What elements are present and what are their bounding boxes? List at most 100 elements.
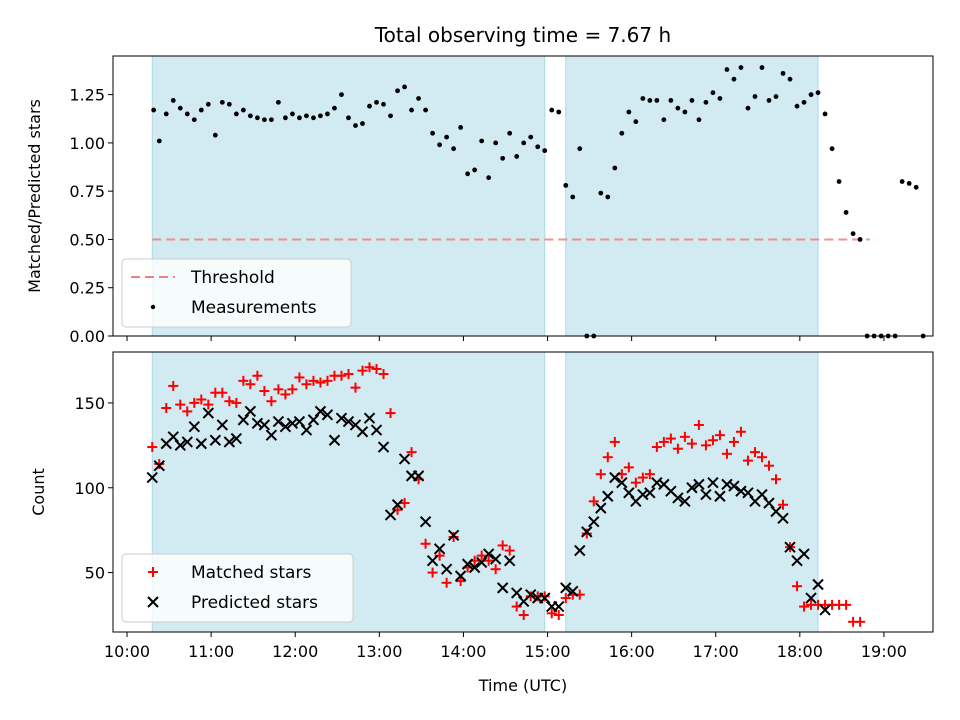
measurement-point (409, 107, 414, 113)
measurement-point (696, 117, 702, 123)
measurement-point (766, 98, 772, 103)
measurements-legend-swatch (150, 304, 156, 310)
matched-star-point (322, 375, 333, 386)
predicted-star-point (363, 412, 376, 424)
matched-star-point (595, 469, 606, 480)
matched-star-point (778, 499, 789, 510)
measurement-point (668, 98, 674, 103)
predicted-star-point (307, 414, 320, 426)
matched-star-point (175, 399, 186, 410)
measurement-point (829, 146, 835, 152)
predicted-star-point (812, 578, 824, 591)
measurement-point (528, 134, 534, 140)
predicted-star-point (763, 497, 775, 509)
predicted-star-point (644, 487, 656, 499)
measurement-point (521, 140, 527, 146)
measurement-point (247, 113, 253, 119)
predicted-star-point (216, 419, 229, 431)
measurements-legend-label: Measurements (191, 298, 317, 318)
predicted-star-point (440, 563, 453, 575)
measurement-point (339, 92, 344, 98)
matched-star-point (518, 610, 529, 621)
measurement-point (570, 194, 576, 200)
predicted-star-point (489, 553, 502, 565)
measurement-point (198, 107, 204, 113)
matched-star-point (392, 504, 403, 515)
x-tick-label: 12:00 (272, 642, 318, 661)
top-y-tick-label: 1.25 (69, 86, 105, 105)
matched-star-point (588, 496, 599, 507)
bottom-legend: Matched stars Predicted stars (121, 553, 354, 623)
matched-star-point (182, 406, 193, 417)
predicted-star-point (265, 429, 278, 441)
matched-star-point (245, 379, 256, 390)
matched-star-point (855, 616, 866, 627)
matched-stars-points (147, 362, 866, 627)
predicted-star-point (756, 488, 768, 501)
matched-star-point (280, 389, 291, 400)
measurement-point (598, 190, 604, 196)
matched-star-point (602, 452, 613, 463)
top-shaded-interval (565, 55, 819, 337)
measurement-point (752, 94, 758, 99)
predicted-star-point (588, 515, 600, 528)
matched-star-point (665, 433, 676, 444)
matched-legend-swatch (148, 567, 158, 577)
matched-star-point (679, 431, 690, 442)
measurement-point (717, 96, 723, 101)
matched-star-point (483, 555, 494, 566)
predicted-star-point (167, 431, 179, 443)
matched-star-point (539, 591, 550, 602)
measurement-point (640, 96, 646, 101)
measurement-point (626, 109, 632, 115)
matched-star-point (721, 448, 732, 459)
measurement-point (612, 165, 618, 171)
bottom-shaded-interval (565, 351, 819, 633)
matched-star-point (357, 365, 368, 376)
predicted-star-point (258, 419, 271, 431)
matched-star-point (644, 469, 655, 480)
measurement-point (843, 210, 849, 215)
predicted-star-point (567, 585, 579, 597)
matched-star-point (154, 459, 165, 469)
predicted-star-point (209, 434, 222, 446)
predicted-star-point (356, 426, 369, 438)
predicted-star-point (616, 476, 628, 489)
bottom-x-ticks: 10:00 11:00 12:00 13:00 14:00 15:00 16:00 17:00… (104, 632, 907, 661)
matched-star-point (693, 419, 704, 430)
bottom-y-tick-label: 150 (74, 394, 105, 413)
predicted-star-point (686, 482, 698, 494)
measurement-point (325, 111, 330, 117)
predicted-star-point (798, 548, 810, 560)
matched-star-point (490, 564, 501, 575)
matched-star-point (238, 375, 249, 386)
matched-star-point (448, 531, 459, 542)
predicted-star-point (433, 543, 446, 555)
matched-star-point (364, 362, 375, 373)
matched-star-point (700, 440, 711, 451)
measurement-point (479, 138, 485, 144)
predicted-star-point (293, 415, 306, 428)
measurement-point (318, 113, 323, 119)
matched-star-point (252, 370, 263, 381)
predicted-star-point (377, 441, 390, 453)
predicted-star-point (321, 409, 334, 421)
measurement-point (268, 117, 274, 123)
measurement-point (689, 98, 695, 103)
measurement-point (556, 109, 562, 115)
measurement-point (191, 117, 197, 123)
matched-star-point (658, 436, 669, 447)
matched-star-point (455, 576, 466, 587)
predicted-star-point (230, 432, 243, 445)
predicted-star-point (468, 561, 481, 574)
measurement-point (205, 101, 211, 107)
x-tick-label: 19:00 (861, 642, 907, 661)
top-y-tick-label: 0.00 (69, 327, 105, 346)
measurement-point (535, 144, 541, 150)
measurement-point (219, 99, 225, 105)
predicted-star-point (602, 490, 614, 502)
matched-star-point (756, 452, 767, 463)
matched-star-point (420, 538, 431, 549)
matched-star-point (217, 387, 228, 398)
